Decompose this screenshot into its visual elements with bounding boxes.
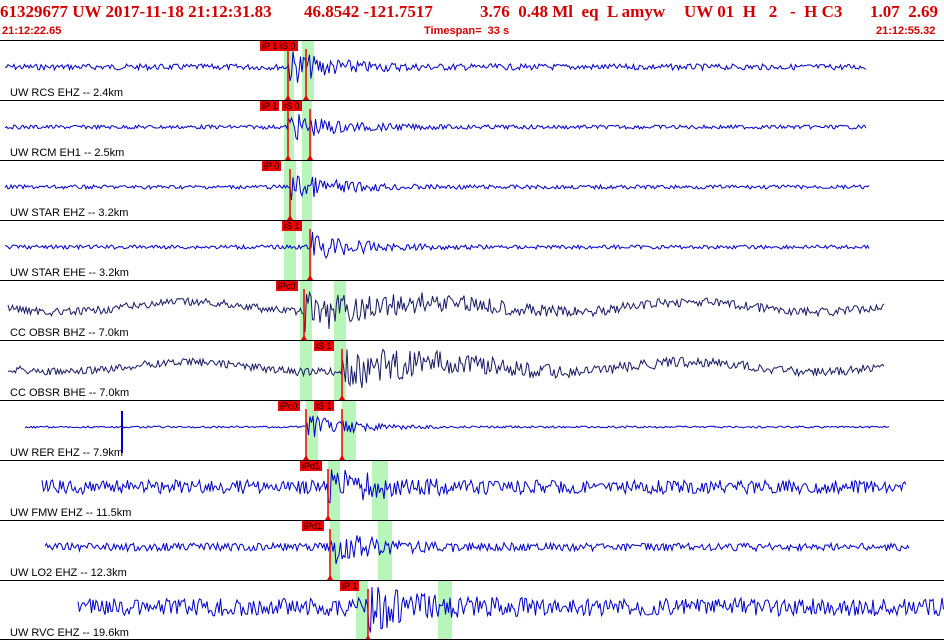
channel-panel: iP 1 UW RVC EHZ -- 19.6km (0, 580, 944, 640)
pick-window (356, 581, 368, 640)
waveform-plot (41, 461, 907, 520)
pick-marker-icon (285, 95, 291, 100)
pick-window (302, 101, 312, 160)
channel-label: UW LO2 EHZ -- 12.3km (10, 567, 127, 579)
waveform-plot (4, 101, 867, 160)
waveform-plot (7, 341, 885, 400)
pick-marker-icon (301, 335, 307, 340)
pick-flag[interactable]: iP 1 (260, 101, 280, 111)
waveform-trace (4, 51, 867, 83)
waveform-trace (4, 114, 867, 141)
pick-flag[interactable]: iS 1 (314, 341, 334, 351)
event-location: 46.8542 -121.7517 (304, 2, 433, 21)
pick-flag[interactable]: iP 1 (260, 41, 280, 51)
start-time: 21:12:22.65 (2, 25, 62, 37)
waveform-trace (7, 348, 885, 388)
channel-label: UW RVC EHZ -- 19.6km (10, 627, 129, 639)
waveform-plot (77, 581, 944, 640)
channel-label: UW RCM EH1 -- 2.5km (10, 147, 125, 159)
pick-window (328, 461, 340, 520)
pick-marker-icon (339, 455, 345, 460)
waveform-trace (41, 469, 907, 504)
pick-marker-icon (303, 455, 309, 460)
pick-flag[interactable]: iS 1 (282, 221, 302, 231)
pick-window (342, 401, 356, 460)
channel-panel: iP 0 UW STAR EHZ -- 3.2km (0, 160, 944, 220)
waveform-trace (7, 290, 885, 333)
pick-flag[interactable]: iPd1 (302, 521, 325, 531)
channel-panel: iS 1 CC OBSR BHE -- 7.0km (0, 340, 944, 400)
pick-flag[interactable]: iS 0 (278, 41, 298, 51)
channel-label: CC OBSR BHE -- 7.0km (10, 387, 130, 399)
pick-marker-icon (287, 215, 293, 220)
end-time: 21:12:55.32 (876, 25, 936, 37)
pick-window (284, 101, 294, 160)
channel-label: UW STAR EHE -- 3.2km (10, 267, 129, 279)
pick-flag[interactable]: iS 0 (282, 101, 302, 111)
channel-panel: iPc0 CC OBSR BHZ -- 7.0km (0, 280, 944, 340)
pick-window (302, 221, 312, 280)
event-flags: UW 01 H 2 - H C3 (684, 2, 843, 21)
pick-marker-icon (325, 515, 331, 520)
pick-marker-icon (303, 95, 309, 100)
channel-panel: iP 1 iS 0 UW RCM EH1 -- 2.5km (0, 100, 944, 160)
timespan: Timespan= 33 s (424, 25, 510, 37)
pick-marker-icon (327, 575, 333, 580)
channel-panel: iS 1 UW STAR EHE -- 3.2km (0, 220, 944, 280)
channel-label: CC OBSR BHZ -- 7.0km (10, 327, 129, 339)
event-header: 61329677 UW 2017-11-18 21:12:31.83 46.85… (0, 0, 944, 40)
channel-panel: iPc0 iS 1 UW RER EHZ -- 7.9km (0, 400, 944, 460)
pick-window (302, 41, 314, 100)
pick-flag[interactable]: iP 1 (340, 581, 360, 591)
channel-panel: iP 1 iS 0 UW RCS EHZ -- 2.4km (0, 40, 944, 100)
channel-label: UW RCS EHZ -- 2.4km (10, 87, 124, 99)
pick-marker-icon (307, 155, 313, 160)
channel-label: UW FMW EHZ -- 11.5km (10, 507, 132, 519)
waveform-plot (4, 221, 870, 280)
channel-label: UW STAR EHZ -- 3.2km (10, 207, 129, 219)
waveform-trace (44, 535, 910, 565)
pick-flag[interactable]: iPd1 (300, 461, 323, 471)
event-id-time: 61329677 UW 2017-11-18 21:12:31.83 (0, 2, 272, 21)
waveform-trace (24, 415, 890, 437)
waveform-plot (7, 281, 885, 340)
pick-flag[interactable]: iPc0 (276, 281, 298, 291)
pick-window (306, 401, 318, 460)
pick-marker-icon (365, 635, 371, 640)
pick-flag[interactable]: iS 1 (314, 401, 334, 411)
waveform-plot (4, 161, 870, 220)
pick-marker-icon (285, 155, 291, 160)
pick-flag[interactable]: iP 0 (262, 161, 282, 171)
waveform-trace (77, 586, 944, 633)
waveform-plot (4, 41, 867, 100)
channel-label: UW RER EHZ -- 7.9km (10, 447, 124, 459)
waveform-trace (4, 175, 870, 201)
pick-window (334, 341, 346, 400)
pick-marker-icon (307, 275, 313, 280)
pick-window (378, 521, 392, 580)
event-tail: 1.07 2.69 (870, 2, 938, 21)
pick-window (300, 341, 312, 400)
waveform-plot (24, 401, 890, 460)
channel-panel: iPd1 UW LO2 EHZ -- 12.3km (0, 520, 944, 580)
pick-flag[interactable]: iPc0 (278, 401, 300, 411)
waveform-trace (4, 232, 870, 259)
event-magnitude: 3.76 0.48 Ml eq L amyw (480, 2, 666, 21)
channel-panel: iPd1 UW FMW EHZ -- 11.5km (0, 460, 944, 520)
pick-marker-icon (339, 395, 345, 400)
pick-window (284, 221, 296, 280)
waveform-plot (44, 521, 910, 580)
